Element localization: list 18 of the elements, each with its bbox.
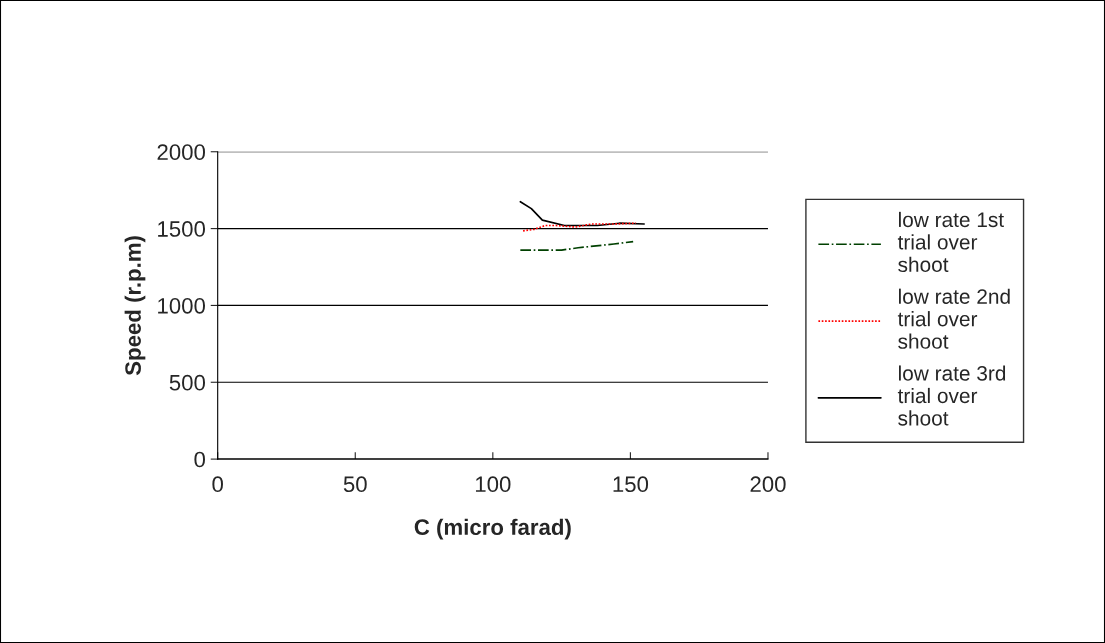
line-series <box>519 240 634 251</box>
legend-label: low rate 2nd trial over shoot <box>897 288 1010 349</box>
legend-label: low rate 1st trial over shoot <box>897 211 1004 273</box>
y-tick-label: 1000 <box>158 297 206 314</box>
legend-label: low rate 3rd trial over shoot <box>897 365 1006 426</box>
x-axis-title: C (micro farad) <box>414 518 571 540</box>
y-tick-label: 0 <box>194 451 206 468</box>
x-tick-label: 100 <box>475 476 511 493</box>
x-tick-label: 200 <box>750 476 786 493</box>
line-series <box>519 200 645 227</box>
y-tick-label: 1500 <box>158 221 206 237</box>
x-tick-label: 0 <box>212 476 223 493</box>
y-tick-label: 2000 <box>157 144 206 161</box>
y-tick-label: 500 <box>169 374 206 391</box>
y-axis-title: Speed (r.p.m) <box>124 236 146 376</box>
x-tick-label: 150 <box>613 476 649 493</box>
line-series <box>522 222 637 232</box>
x-tick-label: 50 <box>343 476 367 493</box>
